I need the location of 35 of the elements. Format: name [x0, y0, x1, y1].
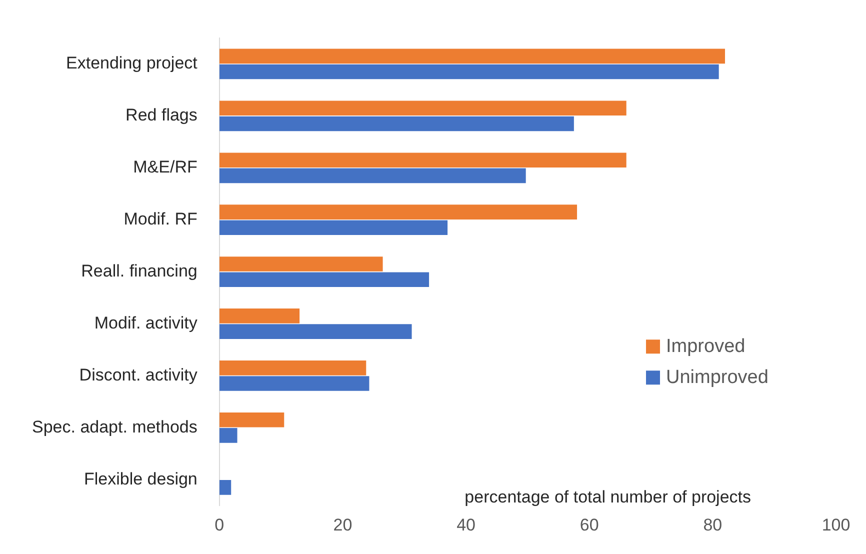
bar [219, 168, 526, 184]
y-tick-label: Modif. RF [124, 210, 198, 229]
legend-label: Unimproved [666, 366, 768, 388]
x-tick-label: 80 [703, 515, 722, 534]
x-axis-title: percentage of total number of projects [464, 487, 752, 506]
y-tick-label: Reall. financing [81, 261, 198, 280]
bar [219, 376, 370, 391]
bar [219, 48, 726, 64]
bar [219, 100, 626, 116]
y-tick-label: Spec. adapt. methods [32, 417, 198, 436]
x-tick-label: 40 [456, 515, 476, 534]
bar [219, 412, 284, 428]
bar [219, 480, 232, 495]
bar [219, 152, 626, 168]
bar [219, 64, 719, 80]
bar [219, 428, 238, 443]
bar [219, 308, 300, 324]
legend-label: Improved [666, 336, 746, 357]
y-tick-label: Discont. activity [79, 365, 198, 384]
y-tick-label: Flexible design [84, 469, 198, 488]
bar [219, 204, 578, 220]
bar [219, 256, 383, 272]
bar [219, 360, 366, 376]
y-tick-label: Modif. activity [94, 313, 198, 332]
x-tick-label: 0 [214, 515, 224, 534]
y-tick-label: Extending project [66, 54, 198, 73]
bar [219, 220, 448, 236]
bar [219, 116, 574, 132]
bar [219, 272, 430, 287]
x-tick-label: 100 [822, 515, 850, 534]
x-tick-label: 20 [333, 515, 352, 534]
x-tick-label: 60 [580, 515, 599, 534]
y-tick-label: M&E/RF [133, 158, 198, 177]
bar [219, 324, 412, 339]
y-tick-label: Red flags [126, 106, 198, 125]
